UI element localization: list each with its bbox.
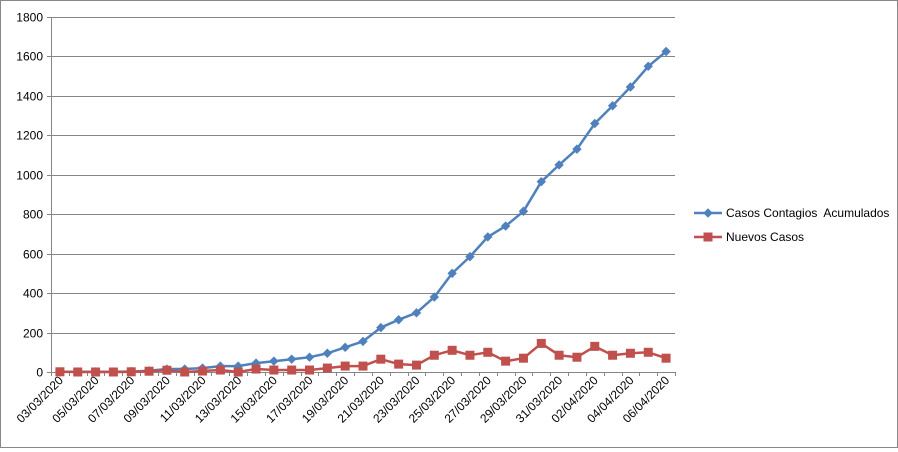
data-point <box>465 251 475 262</box>
data-point <box>483 232 493 242</box>
data-point <box>215 365 225 375</box>
data-point <box>625 82 636 92</box>
data-point <box>304 352 315 362</box>
data-point <box>269 365 279 375</box>
data-point <box>643 61 653 72</box>
y-tick-label: 1000 <box>16 169 43 183</box>
data-point <box>358 361 368 371</box>
axes <box>47 17 676 376</box>
data-point <box>411 360 421 370</box>
y-tick-label: 1400 <box>16 90 43 104</box>
y-tick-label: 1200 <box>16 129 43 143</box>
data-point <box>322 363 332 373</box>
y-tick-label: 800 <box>23 208 43 222</box>
y-tick-label: 0 <box>36 366 43 380</box>
data-point <box>322 348 333 358</box>
data-point <box>340 342 350 353</box>
data-point <box>233 367 243 377</box>
data-point <box>429 350 439 360</box>
data-point <box>554 350 564 360</box>
data-point <box>661 46 671 57</box>
y-tick-label: 1800 <box>16 11 43 25</box>
data-point <box>536 338 546 348</box>
data-point <box>590 341 600 351</box>
series-group <box>55 46 671 377</box>
data-point <box>536 176 546 187</box>
data-point <box>572 144 582 154</box>
data-point <box>518 206 529 216</box>
legend-marker <box>703 232 713 242</box>
gridlines <box>51 17 675 334</box>
data-point <box>358 336 368 347</box>
data-point <box>554 160 564 170</box>
data-point <box>305 365 315 375</box>
data-point <box>376 322 386 333</box>
data-point <box>447 268 457 279</box>
y-tick-label: 200 <box>23 327 43 341</box>
data-point <box>340 361 350 371</box>
data-point <box>518 353 528 363</box>
data-point <box>500 221 511 231</box>
data-point <box>144 366 154 376</box>
y-axis-tick-labels: 0 200 400 600 800 1000 1200 1400 1600 1800 <box>16 11 43 380</box>
data-point <box>393 315 404 325</box>
data-point <box>501 356 511 366</box>
data-point <box>108 367 118 377</box>
series-line <box>59 50 667 374</box>
data-point <box>286 354 297 364</box>
data-point <box>411 308 422 318</box>
data-point <box>73 367 83 377</box>
data-point <box>162 365 172 375</box>
data-point <box>429 292 440 302</box>
data-point <box>394 359 404 369</box>
legend-entry: Casos Contagios Acumulados <box>694 206 889 220</box>
data-point <box>572 352 582 362</box>
data-point <box>55 367 65 377</box>
legend-entry: Nuevos Casos <box>694 230 804 244</box>
data-point <box>643 347 653 357</box>
data-point <box>180 367 190 377</box>
legend: Casos Contagios Acumulados Nuevos Casos <box>694 206 889 244</box>
y-tick-label: 1600 <box>16 50 43 64</box>
data-point <box>607 101 618 111</box>
data-point <box>625 348 635 358</box>
series-2 <box>55 338 671 377</box>
y-tick-label: 600 <box>23 248 43 262</box>
data-point <box>376 354 386 364</box>
legend-label: Casos Contagios Acumulados <box>726 206 889 220</box>
data-point <box>483 347 493 357</box>
x-axis-tick-labels: 03/03/202005/03/202007/03/202009/03/2020… <box>14 373 673 426</box>
data-point <box>91 367 101 377</box>
data-point <box>590 118 600 129</box>
data-point <box>269 356 279 366</box>
data-point <box>251 364 261 374</box>
data-point <box>465 350 475 360</box>
data-point <box>447 345 457 355</box>
data-point <box>661 353 671 363</box>
data-point <box>287 365 297 375</box>
data-point <box>126 367 136 377</box>
data-point <box>608 350 618 360</box>
data-point <box>198 366 208 376</box>
legend-marker <box>703 208 713 218</box>
y-tick-label: 400 <box>23 287 43 301</box>
legend-label: Nuevos Casos <box>726 230 804 244</box>
